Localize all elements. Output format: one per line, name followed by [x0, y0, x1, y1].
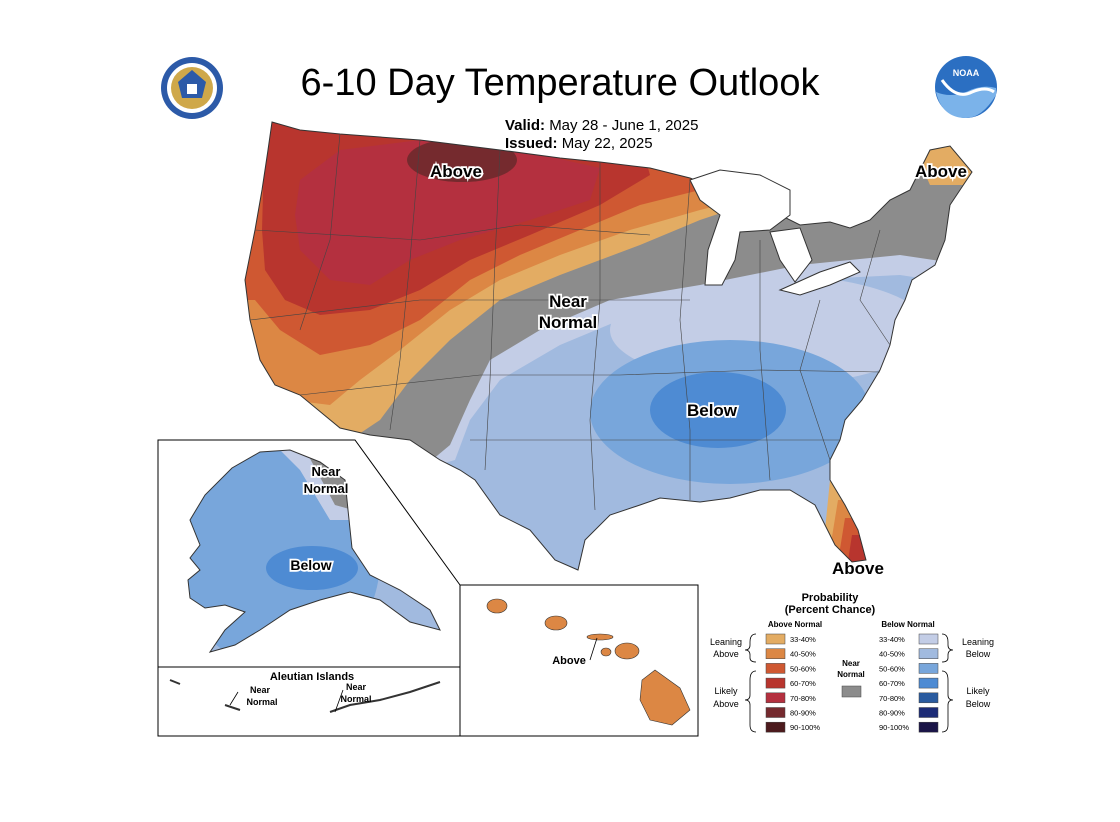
legend-brace-likely-below: [941, 670, 954, 733]
hawaii-label-leader: [589, 637, 598, 661]
issued-date: May 22, 2025: [561, 135, 653, 152]
noaa-logo-text: NOAA: [953, 68, 980, 78]
legend-title-line2: (Percent Chance): [785, 604, 876, 616]
probability-legend: Probability (Percent Chance) Above Norma…: [710, 592, 994, 733]
legend-below-header: Below Normal: [881, 620, 934, 629]
lake-huron: [769, 227, 813, 283]
legend-brace-leaning-above: [744, 633, 757, 663]
legend-above-header: Above Normal: [768, 620, 822, 629]
legend-above-range-3: 60-70%: [790, 679, 816, 688]
state-borders: [249, 133, 891, 511]
valid-dates: May 28 - June 1, 2025: [549, 117, 699, 134]
hawaii-islands: [486, 598, 691, 726]
legend-below-range-1: 40-50%: [879, 650, 905, 659]
alaska-below-label: Below: [290, 557, 331, 573]
legend-above-swatch-6: [765, 721, 786, 733]
north-above-label: Above: [430, 162, 482, 181]
alaska-near-label-line2: Normal: [304, 481, 349, 496]
legend-above-range-5: 80-90%: [790, 709, 816, 718]
department-of-commerce-seal: [161, 57, 223, 119]
legend-below-range-0: 33-40%: [879, 635, 905, 644]
legend-above-swatches: 33-40% 40-50% 50-60% 60-70% 70-80% 80-90% 90-1…: [765, 633, 820, 733]
issued-label: Issued:: [505, 135, 558, 152]
legend-leaning-above-line1: Leaning: [710, 637, 742, 647]
southeast-below-label: Below: [687, 401, 738, 420]
maine-above-label: Above: [915, 162, 967, 181]
aleutian-left-normal: Normal: [246, 697, 277, 707]
legend-title-line1: Probability: [802, 592, 860, 604]
legend-below-range-5: 80-90%: [879, 709, 905, 718]
aleutian-right-normal: Normal: [340, 694, 371, 704]
legend-likely-below-line1: Likely: [966, 686, 990, 696]
legend-leaning-below-line1: Leaning: [962, 637, 994, 647]
issued-line: Issued: May 22, 2025: [505, 135, 653, 152]
valid-line: Valid: May 28 - June 1, 2025: [505, 117, 698, 134]
legend-above-swatch-2: [765, 663, 786, 674]
aleutian-title: Aleutian Islands: [270, 671, 354, 683]
valid-label: Valid:: [505, 117, 546, 134]
legend-likely-above-line1: Likely: [714, 686, 738, 696]
legend-likely-below-line2: Below: [966, 699, 991, 709]
legend-below-swatch-6: [918, 721, 939, 733]
legend-below-swatch-3: [918, 677, 939, 689]
legend-below-swatch-4: [918, 692, 939, 704]
legend-above-swatch-1: [765, 648, 786, 659]
florida-above-label: Above: [832, 559, 884, 578]
page-title: 6-10 Day Temperature Outlook: [300, 62, 820, 104]
legend-brace-leaning-below: [941, 633, 954, 663]
noaa-logo: NOAA: [935, 56, 997, 118]
legend-below-range-2: 50-60%: [879, 664, 905, 673]
legend-near-normal-swatch: [841, 685, 862, 698]
legend-below-range-4: 70-80%: [879, 694, 905, 703]
aleutian-left-near: Near: [250, 685, 271, 695]
legend-below-range-3: 60-70%: [879, 679, 905, 688]
legend-brace-likely-above: [744, 670, 757, 733]
legend-near-line1: Near: [842, 659, 860, 668]
aleutian-islands-shapes: [169, 679, 441, 713]
legend-above-range-4: 70-80%: [790, 694, 816, 703]
legend-above-swatch-5: [765, 707, 786, 718]
legend-leaning-above-line2: Above: [713, 649, 739, 659]
near-normal-label-line1: Near: [549, 292, 587, 311]
legend-above-range-2: 50-60%: [790, 664, 816, 673]
legend-leaning-below-line2: Below: [966, 649, 991, 659]
legend-below-swatch-5: [918, 707, 939, 718]
hawaii-above-label: Above: [552, 655, 586, 667]
legend-above-swatch-0: [765, 633, 786, 645]
aleutian-label-leaders: [229, 689, 344, 713]
legend-above-range-0: 33-40%: [790, 635, 816, 644]
legend-below-range-6: 90-100%: [879, 723, 909, 732]
alaska-near-label-line1: Near: [312, 464, 341, 479]
aleutian-right-near: Near: [346, 682, 367, 692]
legend-above-range-6: 90-100%: [790, 723, 820, 732]
lake-erie: [778, 261, 861, 296]
legend-above-range-1: 40-50%: [790, 650, 816, 659]
legend-below-swatch-1: [918, 648, 939, 659]
legend-above-swatch-3: [765, 677, 786, 689]
near-normal-label-line2: Normal: [539, 313, 598, 332]
legend-above-swatch-4: [765, 692, 786, 704]
legend-below-swatch-2: [918, 663, 939, 674]
great-lakes: [689, 169, 791, 286]
legend-below-swatch-0: [918, 633, 939, 645]
aleutian-inset-frame: [157, 666, 461, 737]
alaska-outline: [187, 449, 441, 653]
legend-near-line2: Normal: [837, 670, 865, 679]
legend-below-swatches: 33-40% 40-50% 50-60% 60-70% 70-80% 80-90% 90-1…: [879, 633, 939, 733]
legend-likely-above-line2: Above: [713, 699, 739, 709]
